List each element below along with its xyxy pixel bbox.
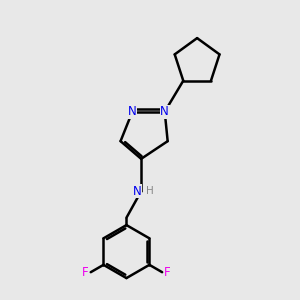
Text: N: N [132, 185, 141, 198]
Text: H: H [146, 186, 153, 196]
Text: F: F [164, 266, 171, 279]
Text: N: N [128, 105, 137, 118]
Text: N: N [160, 105, 169, 118]
Text: F: F [82, 266, 89, 279]
